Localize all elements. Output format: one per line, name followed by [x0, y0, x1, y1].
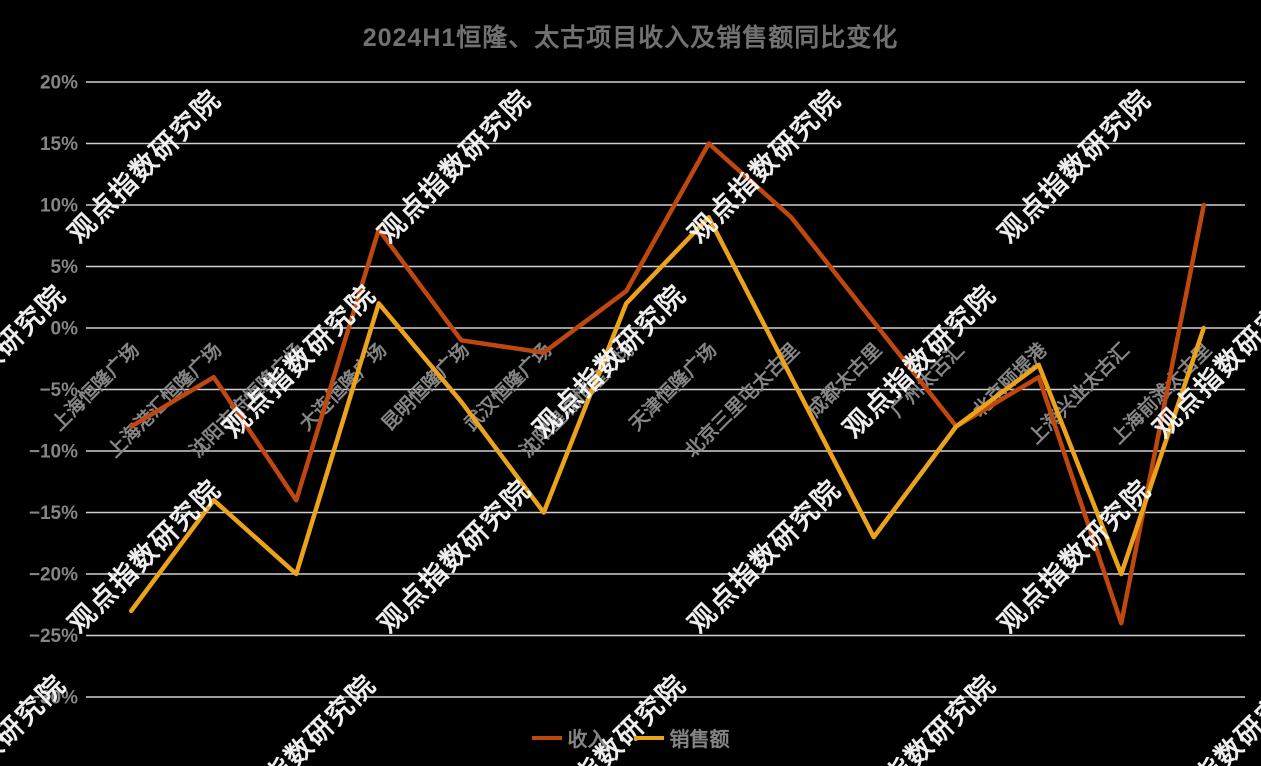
y-axis-tick-label: −5%	[39, 380, 78, 401]
legend-swatch-sales	[633, 735, 664, 740]
y-axis-tick-label: −15%	[29, 503, 78, 524]
y-axis-tick-label: −25%	[29, 626, 78, 647]
series-line-revenue	[129, 141, 1206, 626]
legend-item-revenue: 收入	[531, 723, 608, 752]
y-axis-tick-label: 0%	[51, 319, 79, 340]
y-axis-tick-label: −10%	[29, 442, 78, 463]
legend-label-sales: 销售额	[669, 729, 730, 751]
x-axis-category-label: 成都太古里	[803, 338, 886, 421]
y-axis-tick-label: 5%	[51, 257, 79, 278]
y-axis-tick-label: −20%	[29, 565, 78, 586]
legend-swatch-revenue	[531, 735, 562, 740]
y-axis-tick-label: −30%	[29, 688, 78, 709]
y-axis-tick-label: 20%	[40, 73, 78, 94]
y-axis-tick-label: 10%	[40, 196, 78, 217]
y-axis-tick-label: 15%	[40, 134, 78, 155]
legend-label-revenue: 收入	[567, 729, 608, 751]
series-line-sales	[129, 215, 1206, 614]
legend-item-sales: 销售额	[633, 723, 730, 752]
legend: 收入 销售额	[0, 723, 1261, 752]
chart-title: 2024H1恒隆、太古项目收入及销售额同比变化	[362, 24, 899, 52]
x-axis-category-label: 昆明恒隆广场	[377, 338, 474, 435]
